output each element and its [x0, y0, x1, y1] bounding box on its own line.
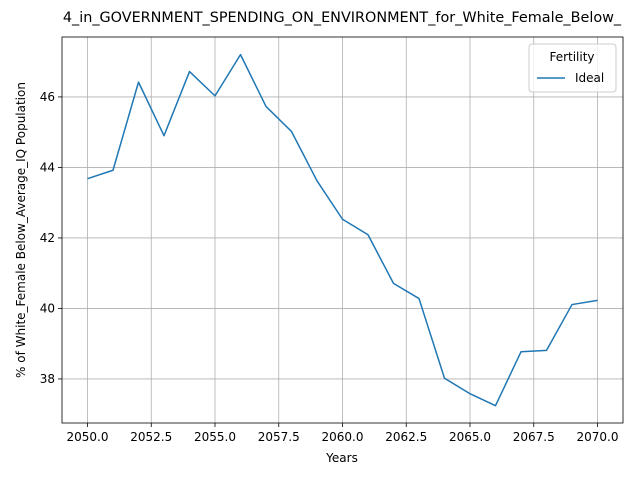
y-tick-label: 40 — [40, 301, 55, 315]
x-tick-label: 2065.0 — [449, 430, 491, 444]
x-tick-label: 2067.5 — [513, 430, 555, 444]
y-axis: 38 40 42 44 46 — [40, 90, 62, 386]
legend-box — [528, 43, 617, 93]
chart-title: 4_in_GOVERNMENT_SPENDING_ON_ENVIRONMENT_… — [63, 10, 622, 26]
x-tick-label: 2057.5 — [258, 430, 300, 444]
x-tick-label: 2062.5 — [385, 430, 427, 444]
x-tick-label: 2052.5 — [130, 430, 172, 444]
y-tick-label: 38 — [40, 372, 55, 386]
legend-label-ideal: Ideal — [575, 71, 604, 85]
x-tick-label: 2060.0 — [322, 430, 364, 444]
legend-title: Fertility — [549, 50, 594, 64]
x-axis: 2050.0 2052.5 2055.0 2057.5 2060.0 2062.5 2065… — [67, 423, 619, 444]
x-tick-label: 2055.0 — [194, 430, 236, 444]
legend: Fertility Ideal — [528, 43, 617, 93]
grid-lines — [62, 37, 623, 423]
y-tick-label: 46 — [40, 90, 55, 104]
y-axis-label: % of White_Female Below_Average_IQ Popul… — [14, 82, 28, 378]
series-layer — [87, 53, 598, 407]
y-tick-label: 42 — [40, 231, 55, 245]
y-tick-label: 44 — [40, 160, 55, 174]
x-tick-label: 2050.0 — [67, 430, 109, 444]
series-line-ideal — [87, 53, 598, 407]
x-tick-label: 2070.0 — [577, 430, 619, 444]
x-axis-label: Years — [325, 451, 358, 465]
